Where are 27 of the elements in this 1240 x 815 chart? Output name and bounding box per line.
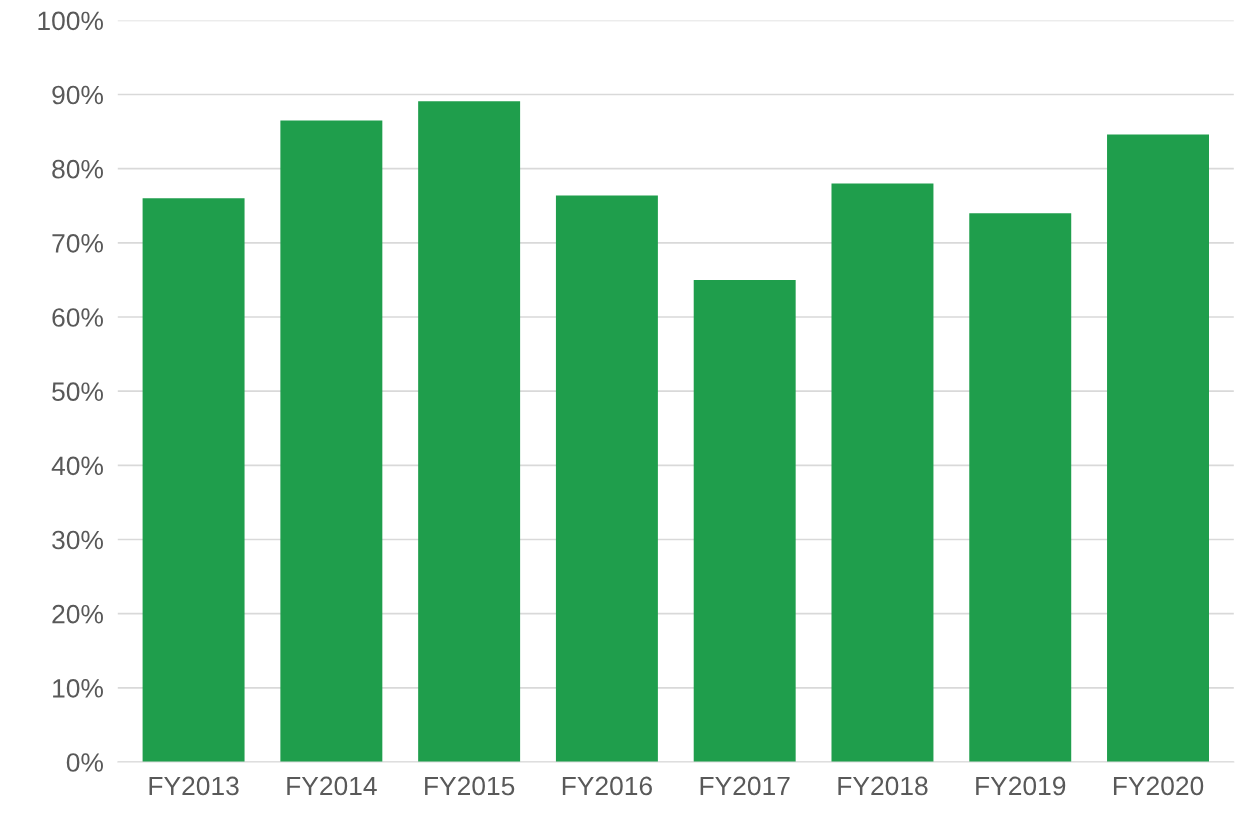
x-tick-label: FY2016: [562, 776, 652, 796]
y-tick-label: 70%: [52, 234, 103, 253]
bar: [555, 195, 658, 763]
bar: [418, 101, 521, 763]
x-tick-label: FY2017: [700, 776, 790, 796]
x-tick-label: FY2020: [1113, 776, 1204, 796]
y-tick-label: 90%: [52, 85, 103, 105]
bar: [693, 279, 796, 763]
x-tick-label: FY2018: [838, 776, 928, 796]
x-tick-label: FY2015: [425, 776, 515, 796]
y-tick-label: 40%: [51, 456, 103, 476]
y-tick-label: 0%: [66, 753, 103, 772]
x-tick-label: FY2019: [976, 776, 1066, 796]
y-tick-label: 30%: [52, 530, 103, 550]
y-tick-label: 60%: [52, 308, 103, 327]
x-tick-label: FY2014: [287, 776, 377, 796]
y-tick-label: 20%: [52, 604, 103, 624]
y-tick-label: 10%: [53, 678, 103, 698]
y-tick-label: 100%: [38, 11, 103, 31]
bar: [280, 120, 383, 763]
bar: [831, 183, 934, 763]
bar: [142, 198, 245, 763]
bar: [1107, 134, 1209, 763]
y-tick-label: 50%: [52, 382, 103, 402]
y-tick-label: 80%: [52, 159, 103, 179]
bar: [969, 213, 1072, 763]
x-tick-label: FY2013: [149, 776, 239, 796]
